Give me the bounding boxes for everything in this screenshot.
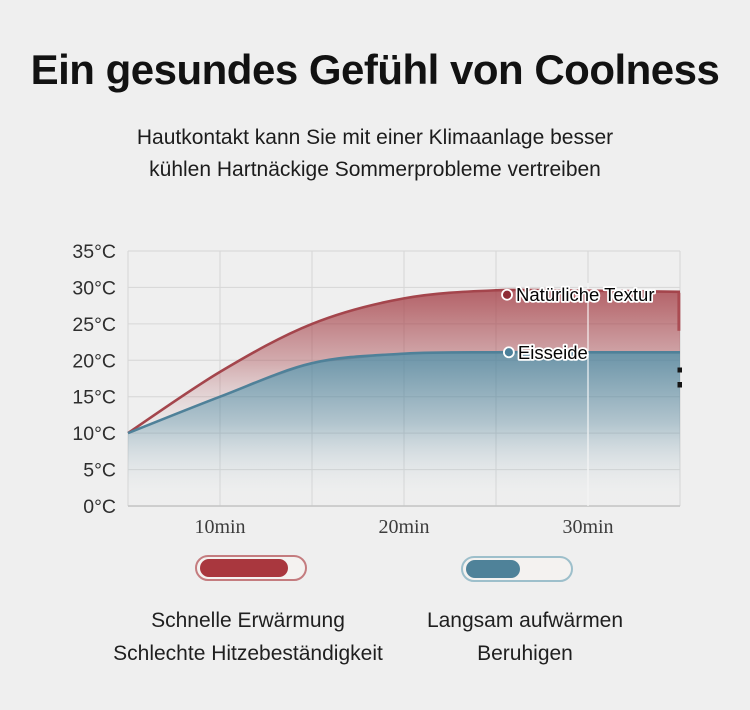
svg-text:35°C: 35°C (72, 241, 116, 263)
legend-text-warm-fabric-line1: Schnelle Erwärmung (151, 609, 345, 632)
cropped-glyph-mark (677, 382, 682, 388)
svg-text:10°C: 10°C (72, 423, 116, 445)
page-subtitle-line1: Hautkontakt kann Sie mit einer Klimaanla… (136, 126, 614, 149)
annotation-dot (501, 288, 513, 301)
legend-text-ice-silk-line1: Langsam aufwärmen (426, 609, 624, 632)
svg-text:30min: 30min (562, 516, 613, 538)
series-area-eisseide (128, 352, 680, 506)
legend-text-ice-silk-line2: Beruhigen (477, 642, 573, 665)
svg-text:15°C: 15°C (72, 387, 116, 409)
cropped-glyph-mark (677, 367, 682, 373)
svg-text:30°C: 30°C (72, 277, 116, 299)
annotation-dot (502, 346, 515, 359)
legend-text-warm-fabric: Schnelle Erwärmung Schlechte Hitzebestän… (58, 604, 438, 670)
svg-text:0°C: 0°C (83, 496, 116, 518)
legend-pill-warm-fabric (195, 555, 307, 581)
legend-pill-ice-silk-fill (466, 560, 520, 578)
red-area-right-edge (677, 292, 681, 331)
svg-text:10min: 10min (194, 516, 245, 538)
page-title: Ein gesundes Gefühl von Coolness (30, 46, 720, 93)
page-subtitle-line2: kühlen Hartnäckige Sommerprobleme vertre… (149, 158, 601, 181)
page-subtitle: Hautkontakt kann Sie mit einer Klimaanla… (0, 122, 750, 186)
legend-text-warm-fabric-line2: Schlechte Hitzebeständigkeit (113, 642, 383, 665)
annotation-label: Eisseide (518, 342, 588, 363)
series-line-eisseide (127, 350, 680, 435)
y-axis-labels: 35°C 30°C 25°C 20°C 15°C 10°C 5°C 0°C (72, 241, 116, 518)
legend-pill-warm-fabric-fill (200, 559, 288, 577)
svg-text:20min: 20min (378, 516, 429, 538)
x-axis-labels: 10min 20min 30min (194, 516, 613, 538)
annotation-label: Natürliche Textur (516, 284, 654, 305)
series-area-natuerliche-textur (128, 289, 680, 434)
svg-text:25°C: 25°C (72, 314, 116, 336)
legend-text-ice-silk: Langsam aufwärmen Beruhigen (375, 604, 675, 670)
series-line-natuerliche-textur (127, 288, 681, 435)
temperature-comparison-chart: 35°C 30°C 25°C 20°C 15°C 10°C 5°C 0°C 10min 20min… (72, 241, 682, 538)
svg-text:5°C: 5°C (83, 460, 116, 482)
legend-pill-ice-silk (461, 556, 573, 582)
svg-text:20°C: 20°C (72, 350, 116, 372)
